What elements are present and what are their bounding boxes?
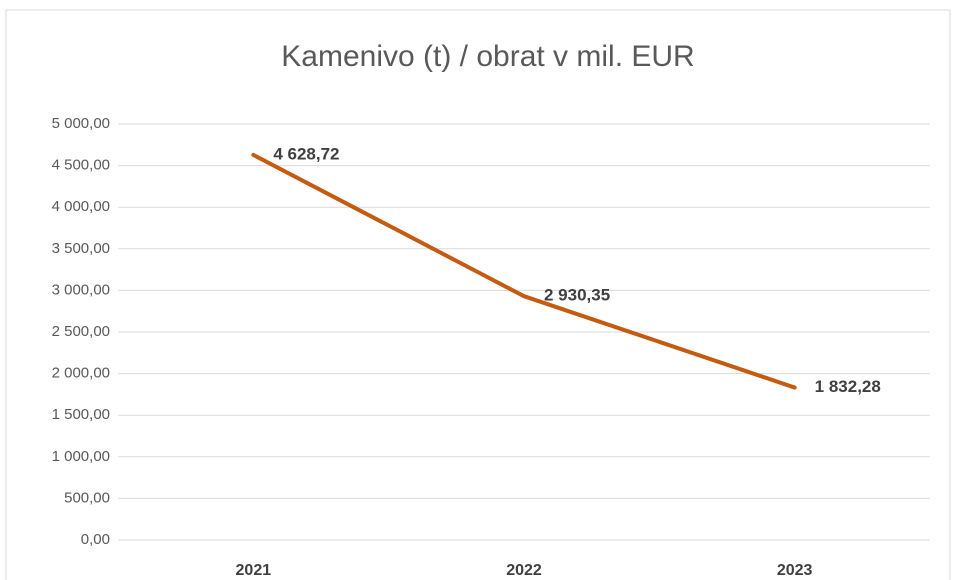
y-tick-label: 0,00 xyxy=(81,531,110,548)
line xyxy=(251,152,797,390)
y-tick-label: 3 000,00 xyxy=(52,281,110,298)
y-tick-label: 2 500,00 xyxy=(52,323,110,340)
y-tick-label: 5 000,00 xyxy=(52,115,110,132)
y-tick-label: 1 000,00 xyxy=(52,448,110,465)
y-tick-label: 2 000,00 xyxy=(52,365,110,382)
x-tick-label: 2021 xyxy=(236,562,272,579)
chart-title: Kamenivo (t) / obrat v mil. EUR xyxy=(281,40,694,73)
data-label: 4 628,72 xyxy=(273,144,339,163)
y-tick-label: 500,00 xyxy=(64,489,110,506)
x-tick-label: 2022 xyxy=(506,562,542,579)
y-tick-label: 4 000,00 xyxy=(52,198,110,215)
y-tick-label: 3 500,00 xyxy=(52,240,110,257)
data-label: 1 832,28 xyxy=(815,377,881,396)
y-tick-label: 1 500,00 xyxy=(52,406,110,423)
y-tick-label: 4 500,00 xyxy=(52,157,110,174)
data-label: 2 930,35 xyxy=(544,286,610,305)
chart-border xyxy=(5,9,951,580)
x-tick-label: 2023 xyxy=(777,562,813,579)
